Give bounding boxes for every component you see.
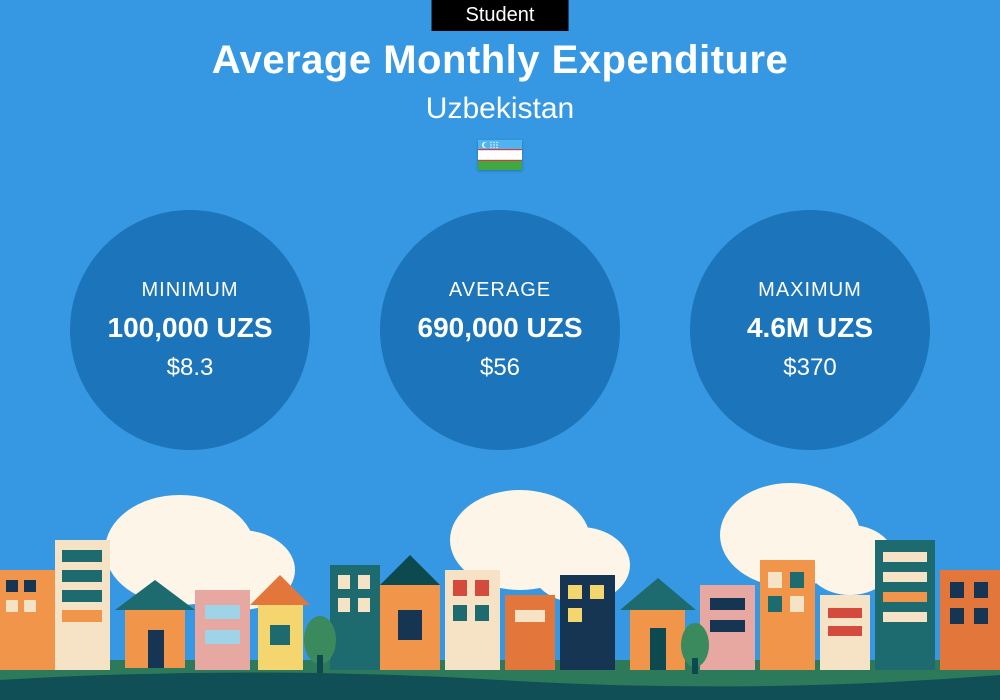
stat-value: 4.6M UZS — [747, 312, 873, 344]
stat-average: AVERAGE 690,000 UZS $56 — [380, 210, 620, 450]
stat-usd: $370 — [783, 354, 836, 382]
stat-label: AVERAGE — [449, 279, 551, 302]
stat-usd: $8.3 — [167, 354, 214, 382]
stat-label: MINIMUM — [142, 279, 239, 302]
country-subtitle: Uzbekistan — [0, 92, 1000, 126]
stats-row: MINIMUM 100,000 UZS $8.3 AVERAGE 690,000… — [0, 210, 1000, 450]
stat-label: MAXIMUM — [758, 279, 862, 302]
page-title: Average Monthly Expenditure — [0, 38, 1000, 83]
infographic-canvas: Student Average Monthly Expenditure Uzbe… — [0, 0, 1000, 700]
stat-usd: $56 — [480, 354, 520, 382]
cityscape-illustration — [0, 480, 1000, 700]
stat-value: 100,000 UZS — [108, 312, 273, 344]
category-badge: Student — [432, 0, 569, 31]
stat-value: 690,000 UZS — [418, 312, 583, 344]
stat-minimum: MINIMUM 100,000 UZS $8.3 — [70, 210, 310, 450]
flag-icon — [478, 140, 522, 170]
badge-text: Student — [466, 4, 535, 26]
stat-maximum: MAXIMUM 4.6M UZS $370 — [690, 210, 930, 450]
